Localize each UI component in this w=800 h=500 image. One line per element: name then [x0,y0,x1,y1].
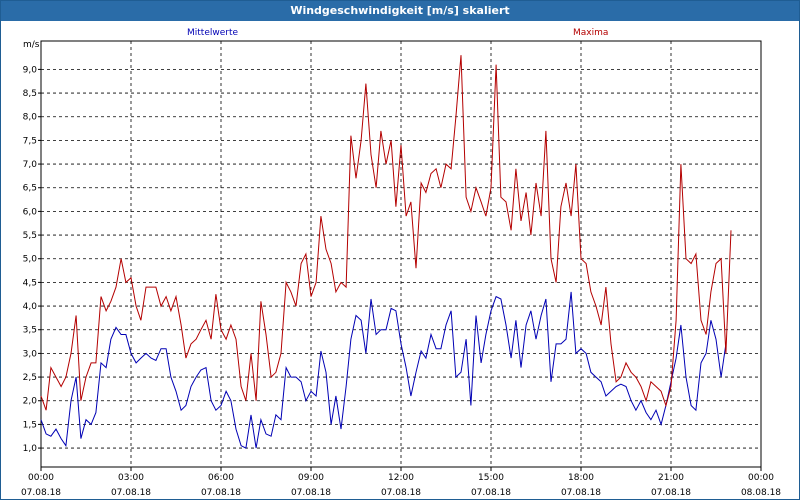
series-lines [40,55,732,449]
y-tick-label: 7,5 [23,136,37,146]
y-tick-label: 4,0 [23,302,38,312]
x-tick-time: 00:00 [28,473,54,483]
x-tick-time: 00:00 [748,473,774,483]
legend-mittelwerte: Mittelwerte [187,28,238,38]
series-line-maxima [40,55,732,411]
y-tick-label: 9,0 [23,65,38,75]
x-tick-time: 18:00 [568,473,594,483]
x-tick-time: 06:00 [208,473,234,483]
y-tick-label: 6,5 [23,184,37,194]
x-tick-date: 07.08.18 [561,488,601,498]
x-tick-date: 08.08.18 [741,488,781,498]
x-tick-date: 07.08.18 [201,488,241,498]
y-tick-label: 2,0 [23,397,38,407]
y-tick-label: 4,5 [23,278,37,288]
y-tick-label: 1,0 [23,444,38,454]
x-tick-time: 15:00 [478,473,504,483]
y-tick-label: 7,0 [23,160,38,170]
x-axis: 00:00 07.08.18 03:00 07.08.18 06:00 07.08.18 0… [21,467,781,498]
x-tick-time: 21:00 [658,473,684,483]
x-tick-date: 07.08.18 [381,488,421,498]
x-tick-time: 03:00 [118,473,144,483]
y-tick-label: 3,0 [23,349,38,359]
x-tick-date: 07.08.18 [651,488,691,498]
legend-maxima: Maxima [573,28,608,38]
series-line-mittelwerte [40,291,727,449]
x-tick-date: 07.08.18 [111,488,151,498]
y-tick-label: 8,5 [23,89,37,99]
y-tick-label: 1,5 [23,420,37,430]
x-tick-time: 09:00 [298,473,324,483]
y-tick-label: 2,5 [23,373,37,383]
y-tick-label: 8,0 [23,113,38,123]
x-tick-date: 07.08.18 [21,488,61,498]
grid-lines [41,41,761,467]
y-tick-label: 3,5 [23,326,37,336]
x-tick-time: 12:00 [388,473,414,483]
y-axis-label: m/s [23,40,40,50]
y-tick-label: 5,0 [23,255,38,265]
y-tick-label: 6,0 [23,207,38,217]
x-tick-date: 07.08.18 [471,488,511,498]
wind-speed-chart: 1,0 1,5 2,0 2,5 3,0 3,5 4,0 4,5 5,0 5,5 6,0 6,5 7,0 7… [21,28,781,498]
x-tick-date: 07.08.18 [291,488,331,498]
window-title: Windgeschwindigkeit [m/s] skaliert [1,1,799,21]
y-axis: 1,0 1,5 2,0 2,5 3,0 3,5 4,0 4,5 5,0 5,5 6,0 6,5 7,0 7… [23,65,41,454]
y-tick-label: 5,5 [23,231,37,241]
